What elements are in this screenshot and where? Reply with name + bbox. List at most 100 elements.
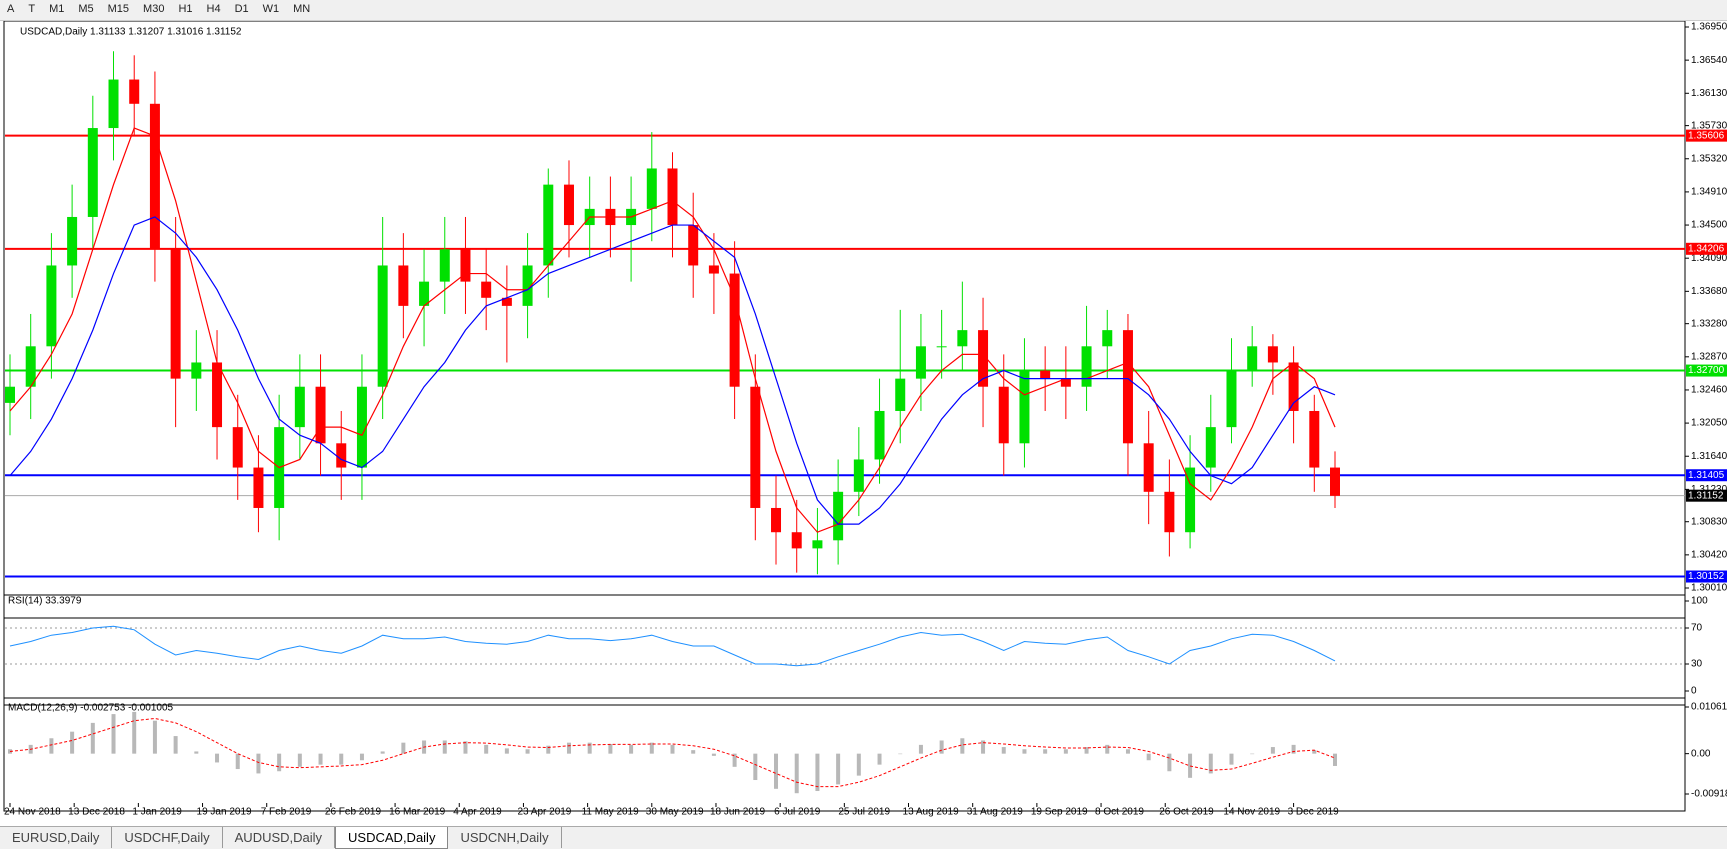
x-tick-label: 13 Aug 2019	[903, 807, 960, 818]
candle-body	[170, 249, 181, 379]
macd-bar	[1063, 749, 1068, 754]
x-tick-label: 26 Feb 2019	[325, 807, 382, 818]
toolbar-button[interactable]: D1	[234, 3, 249, 15]
candle-body	[439, 249, 450, 282]
candle-body	[25, 346, 36, 387]
y-tick-label: 30	[1691, 659, 1703, 670]
macd-bar	[898, 753, 903, 755]
x-tick-label: 19 Sep 2019	[1031, 807, 1088, 818]
chart-title: USDCAD,Daily 1.31133 1.31207 1.31016 1.3…	[20, 27, 242, 38]
tab-bar: EURUSD,Daily USDCHF,Daily AUDUSD,Daily USDC…	[0, 826, 1727, 849]
macd-bar	[836, 753, 841, 785]
candle-body	[667, 168, 678, 226]
macd-bar	[318, 753, 323, 765]
y-tick-label: 1.33280	[1691, 318, 1727, 329]
macd-bar	[1146, 753, 1151, 761]
level-tag	[1686, 242, 1727, 255]
candle-body	[522, 265, 533, 306]
macd-signal	[9, 717, 1336, 788]
level-label: 1.35606	[1688, 130, 1725, 141]
moving-average	[9, 216, 1336, 525]
x-tick-label: 6 Jul 2019	[774, 807, 821, 818]
candle-body	[563, 184, 574, 226]
macd-bar	[608, 743, 613, 754]
candle-body	[1164, 491, 1175, 533]
macd-bar	[194, 751, 199, 754]
y-tick-label: 1.30010	[1691, 583, 1727, 594]
x-tick-label: 11 May 2019	[582, 807, 640, 818]
toolbar-button[interactable]: MN	[293, 3, 311, 15]
level-label: 1.32700	[1688, 365, 1725, 376]
candle-body	[419, 281, 430, 306]
chart-tab[interactable]: USDCAD,Daily	[335, 827, 449, 849]
candle-body	[1081, 346, 1092, 387]
macd-bar	[566, 742, 571, 754]
macd-bar	[732, 753, 737, 767]
macd-bar	[484, 744, 489, 754]
candle-body	[1019, 370, 1030, 444]
toolbar: A T M1 M5 M15 M30 H1 H4 D1 W1 MN	[0, 0, 1727, 21]
candle-body	[1122, 330, 1133, 444]
toolbar-button[interactable]: A	[7, 3, 15, 15]
toolbar-button[interactable]: T	[28, 3, 36, 15]
level-tag	[1686, 469, 1727, 482]
candle-body	[998, 386, 1009, 444]
x-tick-label: 19 Jan 2019	[197, 807, 252, 818]
candle-body	[771, 507, 782, 533]
candle-body	[708, 265, 719, 274]
macd-bar	[981, 740, 986, 754]
x-tick-label: 8 Oct 2019	[1095, 807, 1144, 818]
toolbar-button[interactable]: W1	[262, 3, 280, 15]
toolbar-button[interactable]: M5	[78, 3, 94, 15]
candle-body	[1205, 427, 1216, 468]
candle-body	[1060, 378, 1071, 387]
candle-body	[853, 459, 864, 492]
candle-body	[874, 410, 885, 460]
chart-tab[interactable]: USDCNH,Daily	[448, 827, 562, 848]
x-tick-label: 24 Nov 2018	[4, 807, 61, 818]
macd-bar	[877, 753, 882, 765]
toolbar-button[interactable]: M15	[107, 3, 130, 15]
macd-bar	[1312, 750, 1317, 754]
macd-bar	[1250, 753, 1255, 755]
macd-bar	[90, 722, 95, 754]
macd-bar	[794, 753, 799, 794]
chart-tab[interactable]: EURUSD,Daily	[0, 827, 113, 848]
y-tick-label: 0.00	[1691, 748, 1711, 759]
chart-tab[interactable]: AUDUSD,Daily	[223, 827, 336, 848]
x-tick-label: 25 Jul 2019	[838, 807, 890, 818]
pane-frame	[3, 21, 1686, 619]
candle-body	[1226, 370, 1237, 428]
toolbar-button[interactable]: M1	[49, 3, 65, 15]
y-tick-label: 1.34910	[1691, 187, 1727, 198]
candle-body	[67, 216, 78, 266]
y-tick-label: 1.32870	[1691, 351, 1727, 362]
y-tick-label: -0.00918	[1691, 789, 1727, 800]
macd-bar	[1291, 744, 1296, 754]
x-tick-label: 31 Aug 2019	[967, 807, 1024, 818]
candle-body	[356, 386, 367, 468]
macd-bar	[1125, 749, 1130, 754]
candle-body	[191, 362, 202, 379]
x-tick-label: 4 Apr 2019	[453, 807, 502, 818]
chart-tab[interactable]: USDCHF,Daily	[112, 827, 223, 848]
x-tick-label: 7 Feb 2019	[261, 807, 312, 818]
indicator-title: RSI(14) 33.3979	[8, 596, 82, 607]
candle-body	[1185, 467, 1196, 533]
macd-bar	[256, 753, 261, 774]
candle-body	[978, 330, 989, 387]
macd-bar	[815, 753, 820, 792]
pane-frame	[3, 697, 1686, 812]
level-label: 1.31152	[1688, 490, 1724, 501]
level-tag	[1686, 570, 1727, 583]
y-tick-label: 1.31230	[1691, 484, 1727, 495]
toolbar-button[interactable]: H4	[206, 3, 221, 15]
toolbar-button[interactable]: M30	[143, 3, 165, 15]
candle-body	[1330, 467, 1340, 496]
chart: 1.36950 1.36540 1.36130 1.35730 1.35320 1.349…	[3, 21, 1727, 818]
candle-body	[915, 346, 926, 379]
toolbar-button[interactable]: H1	[178, 3, 193, 15]
candle-body	[895, 378, 906, 411]
macd-bar	[380, 751, 385, 754]
